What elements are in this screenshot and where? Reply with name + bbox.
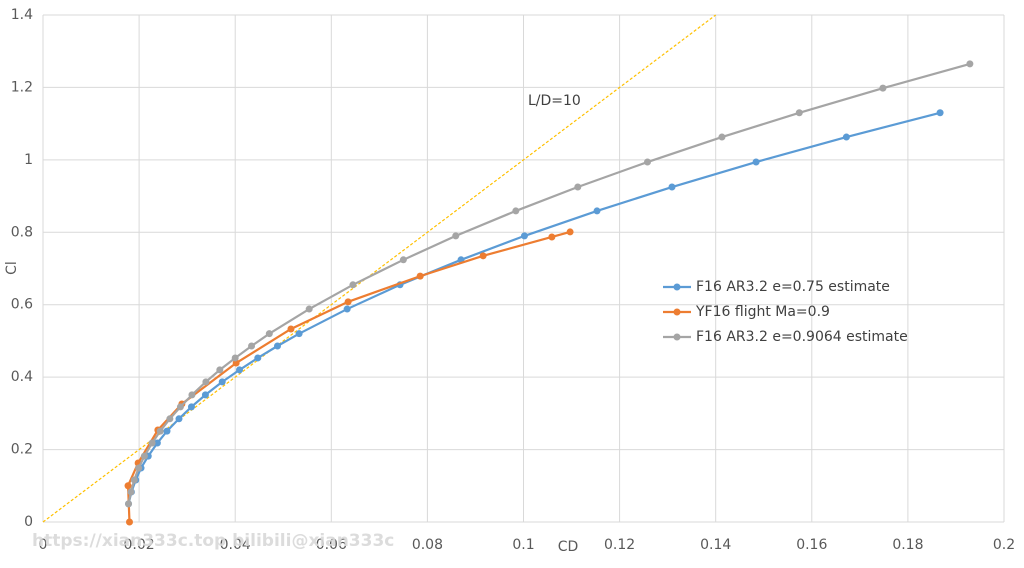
- data-point: [574, 183, 582, 191]
- y-tick-label: 0: [24, 514, 33, 530]
- data-point: [416, 272, 424, 280]
- x-tick-label: 0.1: [512, 537, 534, 553]
- data-point: [140, 452, 148, 460]
- legend-swatch: [673, 333, 681, 341]
- data-point: [236, 366, 244, 374]
- data-point: [125, 500, 133, 508]
- data-point: [153, 439, 161, 447]
- data-point: [202, 378, 210, 386]
- data-point: [287, 325, 295, 333]
- data-point: [842, 133, 850, 141]
- data-point: [548, 233, 556, 241]
- data-point: [188, 391, 196, 399]
- legend-swatch: [673, 283, 681, 291]
- data-point: [216, 366, 224, 374]
- data-point: [201, 391, 209, 399]
- x-tick-label: 0.06: [316, 537, 347, 553]
- data-point: [452, 232, 460, 240]
- y-tick-label: 0.6: [11, 297, 33, 313]
- data-point: [512, 207, 520, 215]
- y-tick-label: 1.4: [11, 7, 33, 23]
- data-point: [248, 342, 256, 350]
- y-axis-title: Cl: [4, 261, 20, 275]
- annotation: L/D=10: [528, 93, 581, 109]
- data-point: [156, 427, 164, 435]
- data-point: [273, 342, 281, 350]
- data-point: [295, 330, 303, 338]
- x-tick-label: 0.12: [604, 537, 635, 553]
- data-point: [231, 354, 239, 362]
- data-point: [879, 84, 887, 92]
- data-point: [520, 232, 528, 240]
- data-point: [343, 305, 351, 313]
- data-point: [399, 256, 407, 264]
- data-point: [163, 427, 171, 435]
- data-point: [479, 252, 487, 260]
- legend-label: F16 AR3.2 e=0.9064 estimate: [696, 329, 908, 345]
- legend-label: YF16 flight Ma=0.9: [695, 304, 830, 320]
- data-point: [795, 109, 803, 117]
- data-point: [254, 354, 262, 362]
- data-point: [566, 228, 574, 236]
- data-point: [718, 133, 726, 141]
- y-tick-label: 0.8: [11, 224, 33, 240]
- x-tick-label: 0.16: [796, 537, 827, 553]
- data-point: [218, 378, 226, 386]
- data-point: [668, 183, 676, 191]
- data-point: [966, 60, 974, 68]
- data-point: [593, 207, 601, 215]
- data-point: [175, 415, 183, 423]
- data-point: [305, 305, 313, 313]
- data-point: [124, 482, 132, 490]
- data-point: [135, 464, 143, 472]
- data-point: [265, 330, 273, 338]
- data-point: [148, 439, 156, 447]
- x-tick-label: 0: [39, 537, 48, 553]
- data-point: [349, 281, 357, 289]
- watermark: https://xian333c.top bilibili@xian333c: [32, 531, 394, 551]
- x-tick-label: 0.14: [700, 537, 731, 553]
- x-tick-label: 0.08: [412, 537, 443, 553]
- y-tick-label: 1.2: [11, 79, 33, 95]
- x-tick-label: 0.18: [892, 537, 923, 553]
- data-point: [125, 518, 133, 526]
- legend-label: F16 AR3.2 e=0.75 estimate: [696, 279, 890, 295]
- data-point: [127, 488, 135, 496]
- data-point: [130, 476, 138, 484]
- data-point: [936, 109, 944, 117]
- y-tick-label: 0.4: [11, 369, 33, 385]
- data-point: [752, 158, 760, 166]
- x-tick-label: 0.04: [220, 537, 251, 553]
- x-tick-label: 0.2: [993, 537, 1015, 553]
- x-axis-title: CD: [558, 539, 579, 555]
- x-tick-label: 0.02: [124, 537, 155, 553]
- data-point: [643, 158, 651, 166]
- data-point: [176, 403, 184, 411]
- data-point: [166, 415, 174, 423]
- y-tick-label: 1: [24, 152, 33, 168]
- data-point: [344, 298, 352, 306]
- y-tick-label: 0.2: [11, 442, 33, 458]
- data-point: [187, 403, 195, 411]
- legend-swatch: [673, 308, 681, 316]
